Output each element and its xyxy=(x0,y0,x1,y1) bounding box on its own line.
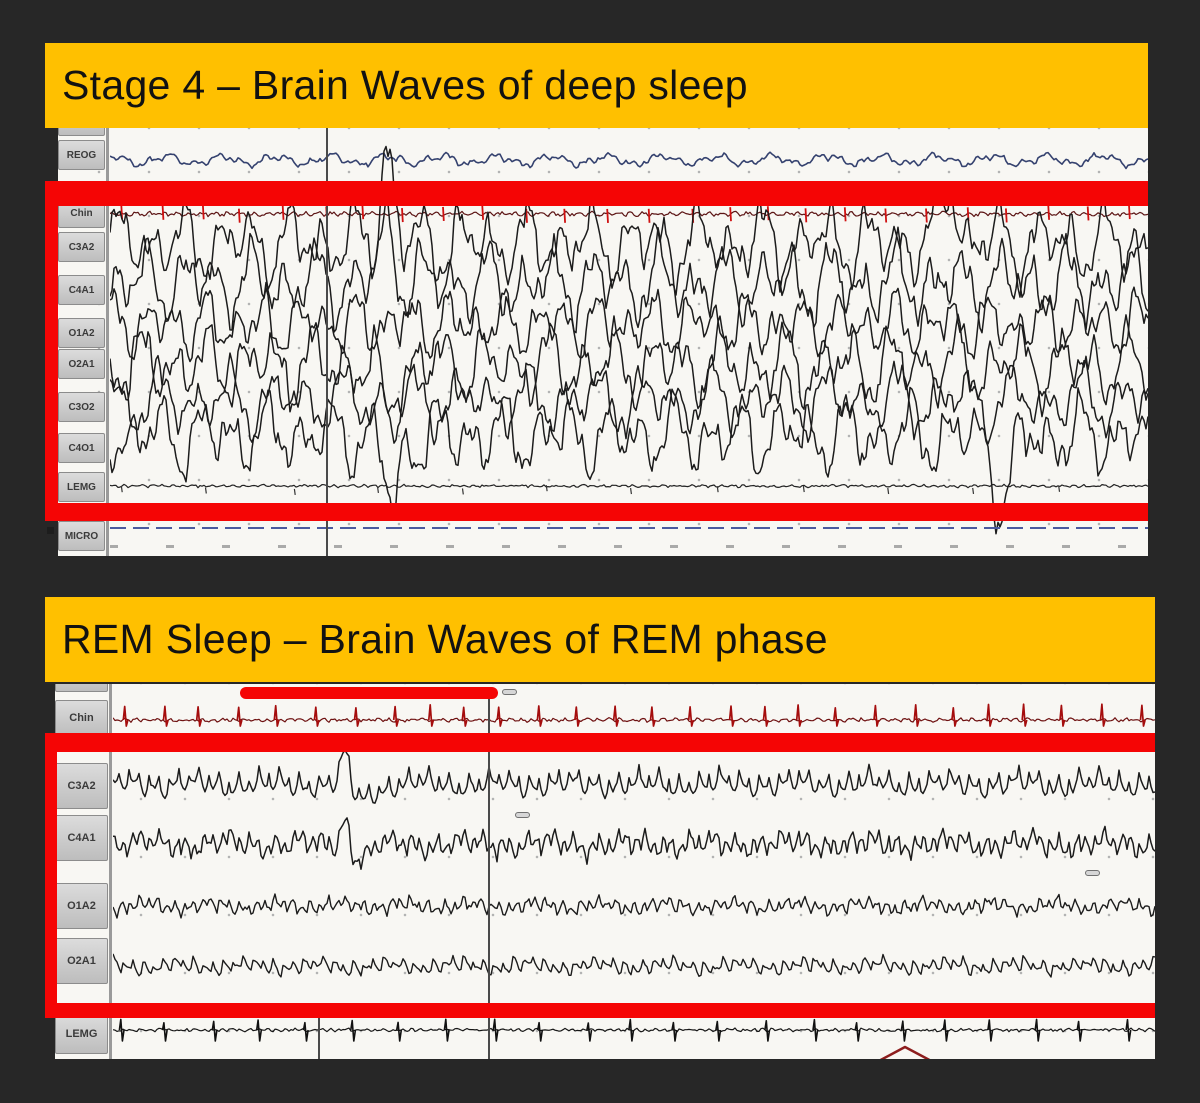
epoch-cursor-line xyxy=(488,694,490,1059)
annotation-rect-left-edge xyxy=(45,181,58,521)
artifact-pill xyxy=(1085,870,1100,876)
channel-label-O2A1[interactable]: O2A1 xyxy=(58,349,105,379)
trace-C3O2 xyxy=(110,352,1148,446)
trace-C3A2 xyxy=(110,145,1148,298)
respiration-peak xyxy=(879,1045,931,1059)
annotation-rect-top-edge xyxy=(45,181,1148,206)
trace-O1A2 xyxy=(110,286,1148,363)
annotation-rect-top-edge xyxy=(45,733,1155,752)
rem-panel-title: REM Sleep – Brain Waves of REM phase xyxy=(45,597,1155,682)
trace-C4A1 xyxy=(110,196,1148,334)
stage4-panel-title: Stage 4 – Brain Waves of deep sleep xyxy=(45,43,1148,128)
trace-Chin-spikes xyxy=(122,703,1146,727)
channel-label-O1A2[interactable]: O1A2 xyxy=(55,883,108,929)
trace-LEMG-ticks xyxy=(120,485,1061,495)
channel-label-LEMG[interactable]: LEMG xyxy=(55,1014,108,1054)
trace-O1A2 xyxy=(113,893,1155,919)
annotation-rect-bottom-edge xyxy=(45,1003,1155,1018)
rem-eeg-area: Chin C3A2 C4A1 O1A2 O2A1 LEMG xyxy=(45,684,1155,1059)
channel-label-MICRO[interactable]: MICRO xyxy=(58,521,105,551)
trace-C4A1 xyxy=(113,817,1155,870)
artifact-pill xyxy=(502,689,517,695)
channel-label-O1A2[interactable]: O1A2 xyxy=(58,318,105,348)
trace-O2A1 xyxy=(110,313,1148,444)
stage4-panel: Stage 4 – Brain Waves of deep sleep REOG… xyxy=(45,43,1148,556)
channel-label-REOG[interactable]: REOG xyxy=(58,140,105,170)
red-marker-line xyxy=(240,687,498,699)
channel-label-C4A1[interactable]: C4A1 xyxy=(55,815,108,861)
channel-label-C4A1[interactable]: C4A1 xyxy=(58,275,105,305)
clipped-label-box xyxy=(55,684,108,692)
clipped-label-box xyxy=(58,128,105,136)
rem-traces xyxy=(113,703,1155,1059)
trace-C3A2 xyxy=(113,749,1155,804)
label-divider xyxy=(109,684,112,1059)
artifact-pill xyxy=(515,812,530,818)
rem-panel: REM Sleep – Brain Waves of REM phase Chi… xyxy=(45,597,1155,1059)
annotation-rect-left-edge xyxy=(45,733,57,1018)
time-tick-row xyxy=(110,545,1144,548)
channel-label-O2A1[interactable]: O2A1 xyxy=(55,938,108,984)
secondary-cursor-line xyxy=(318,1006,320,1059)
channel-label-Chin[interactable]: Chin xyxy=(55,700,108,736)
trace-O2A1 xyxy=(113,953,1155,978)
channel-label-C3A2[interactable]: C3A2 xyxy=(55,763,108,809)
trace-LEMG-spikes xyxy=(118,1018,1132,1042)
trace-LEMG xyxy=(110,483,1148,489)
stage4-eeg-area: REOG Chin C3A2 C4A1 O1A2 O2A1 C3O2 C4O1 LEMG MICR… xyxy=(45,128,1148,556)
label-divider xyxy=(106,128,109,556)
micro-indicator-square xyxy=(47,527,54,534)
trace-C4O1 xyxy=(110,386,1148,535)
channel-label-C4O1[interactable]: C4O1 xyxy=(58,433,105,463)
stage4-traces xyxy=(110,145,1148,535)
annotation-rect-bottom-edge xyxy=(45,503,1148,521)
channel-label-C3A2[interactable]: C3A2 xyxy=(58,232,105,262)
channel-label-C3O2[interactable]: C3O2 xyxy=(58,392,105,422)
trace-REOG xyxy=(110,151,1148,170)
channel-label-LEMG[interactable]: LEMG xyxy=(58,472,105,502)
epoch-cursor-line xyxy=(326,128,328,556)
trace-Chin-base xyxy=(110,210,1148,218)
trace-Chin-base xyxy=(113,717,1155,723)
